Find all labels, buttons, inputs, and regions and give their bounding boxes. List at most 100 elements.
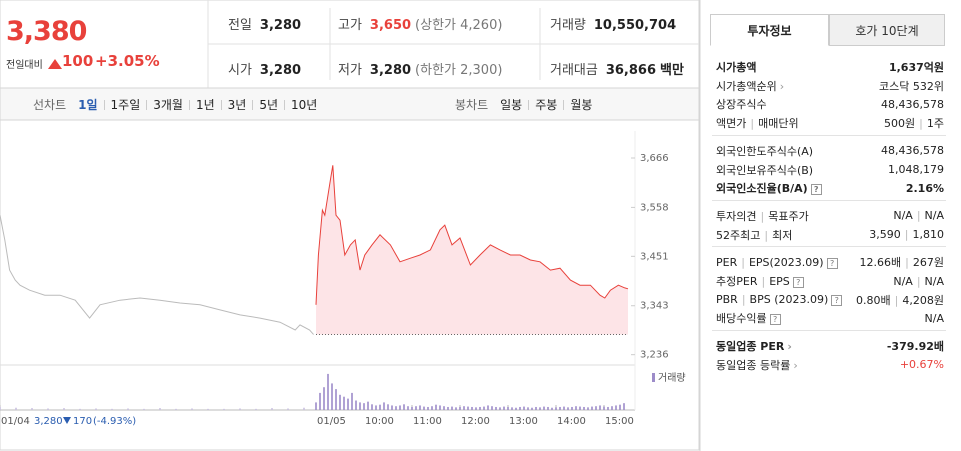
value: N/A [893,274,913,288]
tab[interactable]: 주봉 [535,98,558,112]
stat-note: (하한가 2,300) [415,63,503,78]
tab[interactable]: 1년 [195,98,215,112]
info-row: 동일업종 등락률 › +0.67% [716,356,944,374]
row-value: N/A | N/A [893,209,944,222]
info-row: 외국인한도주식수(A) 48,436,578 [716,142,944,160]
stat: 저가 3,280 (하한가 2,300) [338,59,502,78]
tab[interactable]: 3년 [227,98,247,112]
price-line [0,215,314,335]
info-row: 투자의견 | 목표주가 N/A | N/A [716,207,944,225]
label: 배당수익률 [716,312,767,326]
tab[interactable]: 1주일 [110,98,141,112]
tab[interactable]: 일봉 [500,98,523,112]
tab-group: 봉차트 일봉 주봉 월봉 [455,96,592,113]
stat-value: 36,866 [605,63,657,78]
volume-bar [535,406,537,410]
volume-bar [355,400,357,410]
volume-bar [575,406,577,410]
label: 최저 [772,228,793,242]
separator [528,99,530,110]
x-tick-label: 14:00 [557,416,586,427]
volume-bar [443,406,445,410]
label: EPS [769,275,790,288]
left-panel-border [0,0,700,451]
volume-bar [387,404,389,410]
row-value: 2.16% [906,182,944,195]
stat-value: 3,280 [259,18,302,33]
help-icon: ? [810,184,822,196]
link-arrow: › [793,358,798,372]
row-label: 동일업종 등락률 › [716,357,798,373]
separator [188,99,190,110]
volume-bar [79,408,81,410]
volume-bar [531,407,533,410]
up-icon [48,59,62,69]
row-value: 48,436,578 [881,98,944,111]
help-icon: ? [831,295,843,307]
volume-bar [207,408,209,410]
link-arrow: › [779,79,785,93]
help-icon: ? [792,277,804,288]
volume-bar [467,406,469,410]
volume-bar [619,404,621,410]
separator [103,99,105,110]
volume-bar [423,406,425,410]
prev-close: 3,280 [34,416,63,427]
separator: | [760,209,765,223]
area [316,165,628,335]
volume-bar [459,406,461,410]
value: +0.67% [899,358,944,372]
tab[interactable]: 1일 [78,98,98,112]
volume-bar [335,389,337,410]
volume-bar [563,406,565,410]
volume-bar [419,405,421,410]
volume-bar [351,392,353,410]
row-value: 500원 | 1주 [884,115,944,131]
stat: 시가 3,280 [228,59,301,78]
value: 1,048,179 [888,163,944,176]
x-tick-label: 10:00 [365,416,394,427]
stat-value: 3,280 [369,63,412,78]
stat-unit: 백만 [660,63,684,78]
panel-tab[interactable]: 투자정보 [710,14,829,46]
label: 추정PER [716,275,758,288]
tab[interactable]: 월봉 [570,98,593,112]
label: 동일업종 등락률 [716,358,791,372]
stat-note: (상한가 4,260) [415,18,503,33]
volume-bar [239,408,241,410]
value: N/A [924,209,944,223]
tab[interactable]: 10년 [291,98,318,112]
tab-bar [0,87,700,121]
value: 12.66배 [859,256,902,270]
tab[interactable]: 5년 [259,98,279,112]
separator [146,99,148,110]
label: PBR [716,293,738,307]
help-icon: ? [769,314,781,326]
info-row: 동일업종 PER › -379.92배 [716,337,944,355]
volume-bar [363,403,365,410]
info-row: 52주최고 | 최저 3,590 | 1,810 [716,226,944,244]
volume-bar [595,406,597,410]
volume-bar [95,408,97,410]
x-tick-label: 13:00 [509,416,538,427]
value: 1주 [926,117,944,131]
volume-bar [587,407,589,410]
change-rate: +3.05% [95,52,160,70]
volume-bar [439,405,441,410]
separator: | [764,228,769,242]
row-label: 투자의견 | 목표주가 [716,208,809,224]
volume-bar [579,406,581,410]
panel-tab[interactable]: 호가 10단계 [829,14,945,46]
volume-bar [175,408,177,410]
stat-label: 저가 [338,63,362,78]
y-tick-label: 3,666 [640,153,669,164]
x-tick-label: 12:00 [461,416,490,427]
volume-bar [503,406,505,410]
row-value: -379.92배 [887,338,944,354]
row-value: 48,436,578 [881,144,944,157]
volume-bar [507,406,509,410]
volume-bar [435,404,437,410]
price: 3,380 [6,16,87,47]
row-value: 코스닥 532위 [879,78,944,94]
tab[interactable]: 3개월 [153,98,183,112]
